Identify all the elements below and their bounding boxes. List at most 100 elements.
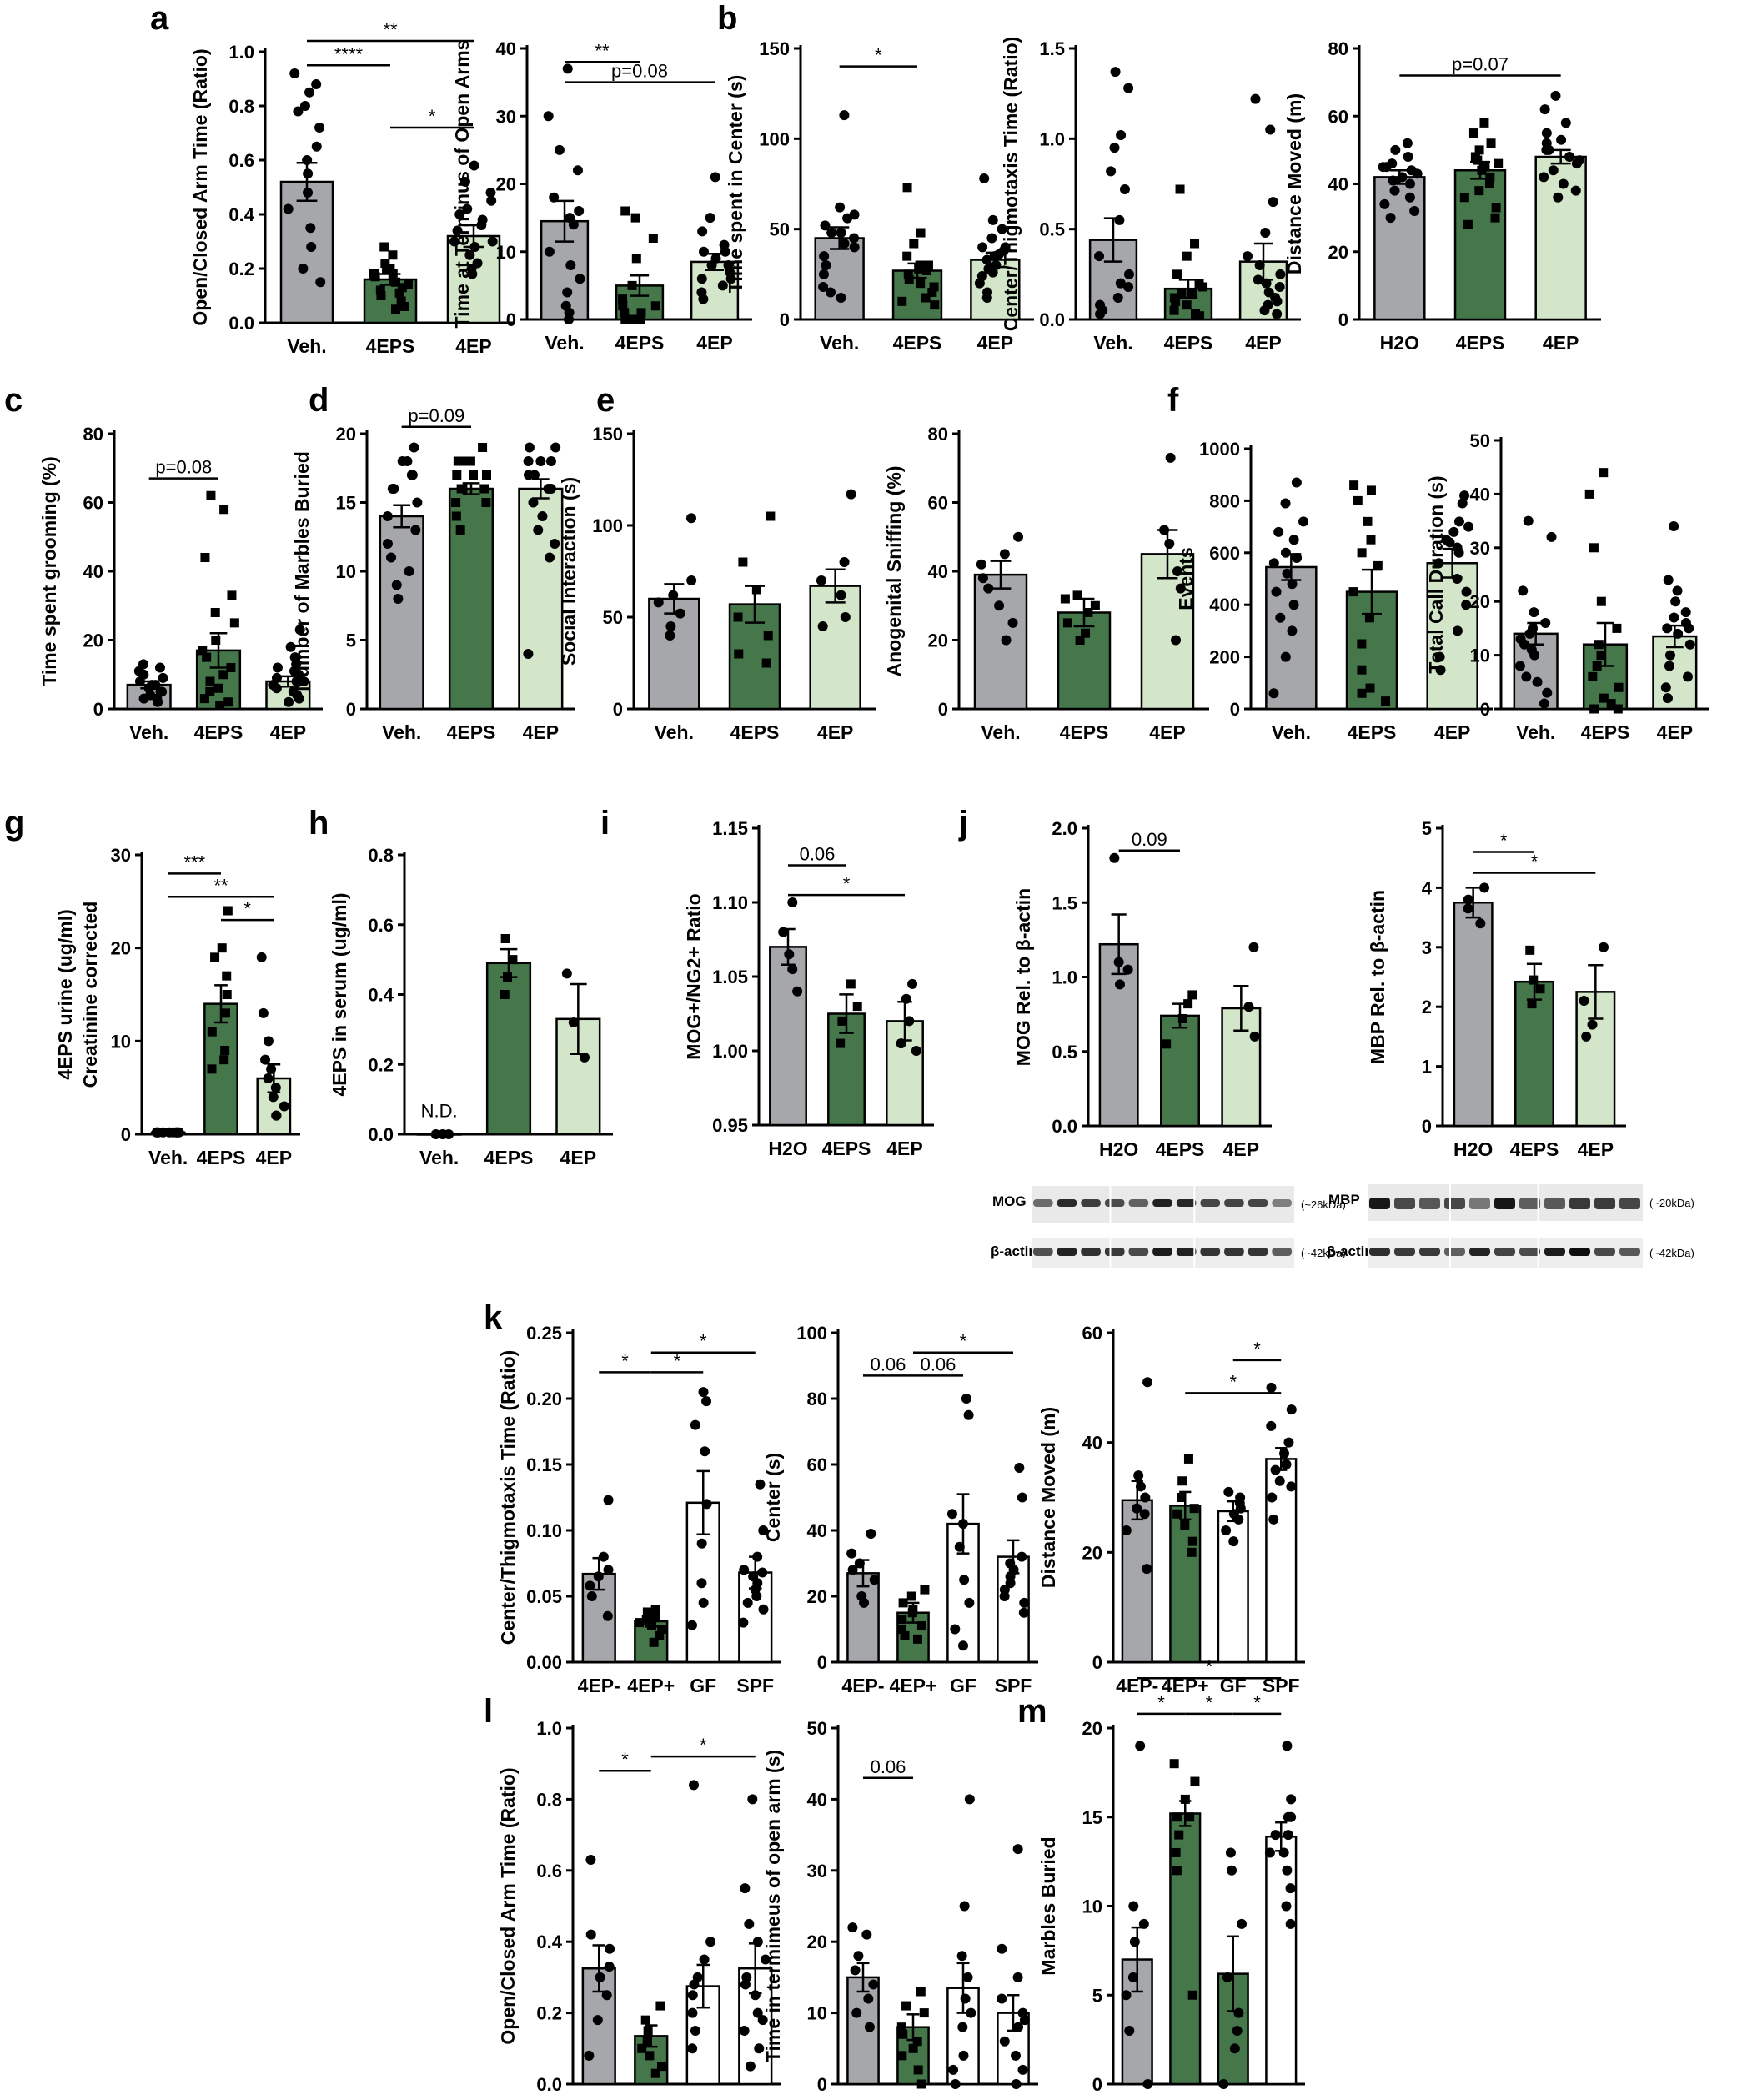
data-point: [202, 652, 212, 662]
bar-4EP-: [581, 1967, 616, 2086]
significance-label: *: [429, 106, 436, 127]
data-point: [1175, 583, 1186, 594]
chart-b2: 0.0 0.5 1.0 1.5 Center/Thigmotaxis Time (Rat…: [1000, 37, 1301, 354]
data-point: [1187, 1547, 1197, 1557]
data-point: [854, 1558, 865, 1569]
data-point: [744, 1918, 755, 1929]
x-tick-label: 4EP: [1657, 721, 1693, 743]
data-point: [1222, 1972, 1232, 1982]
data-point: [745, 2061, 756, 2072]
data-point: [964, 1794, 975, 1805]
data-point: [760, 1954, 771, 1965]
panel-letter-f: f: [1167, 382, 1179, 419]
data-point: [620, 308, 630, 318]
data-point: [1185, 1812, 1195, 1822]
data-point: [604, 1962, 615, 1972]
data-point: [687, 2043, 698, 2054]
data-point: [1279, 1448, 1290, 1459]
x-tick-label: 4EP-: [841, 1675, 884, 1696]
blot-band: [1272, 1199, 1292, 1207]
y-tick-label: 2.0: [1052, 818, 1077, 839]
x-tick-label: H2O: [768, 1138, 807, 1159]
blot-band: [1469, 1198, 1490, 1209]
data-point: [1556, 134, 1567, 145]
y-tick-label: 1.5: [1052, 892, 1077, 913]
data-point: [1457, 498, 1468, 509]
data-point: [987, 214, 998, 225]
data-point: [391, 580, 402, 590]
y-tick-label: 400: [1209, 595, 1240, 615]
data-point: [388, 250, 398, 260]
data-point: [1596, 596, 1606, 606]
data-point: [456, 484, 466, 494]
panel-letter-a: a: [150, 0, 169, 37]
data-point: [902, 183, 912, 193]
data-point: [717, 280, 728, 291]
data-point: [698, 1387, 709, 1398]
data-point: [430, 1129, 441, 1139]
data-point: [1527, 999, 1537, 1009]
data-point: [1539, 172, 1549, 183]
data-point: [896, 2022, 906, 2032]
data-point: [1684, 639, 1695, 650]
significance-label: p=0.07: [1452, 54, 1509, 75]
data-point: [1177, 1013, 1187, 1023]
data-point: [1268, 558, 1279, 569]
y-tick-label: 20: [496, 174, 516, 195]
data-point: [1259, 305, 1270, 316]
data-point: [1280, 547, 1291, 558]
data-point: [1588, 671, 1598, 681]
data-point: [404, 566, 414, 576]
bar-4EPS: [1160, 1014, 1200, 1128]
blot-band: [1494, 1198, 1515, 1209]
y-tick-label: 0.0: [228, 313, 254, 334]
data-point: [710, 172, 720, 183]
data-point: [221, 1008, 231, 1018]
blot-band: [1619, 1198, 1640, 1209]
data-point: [921, 266, 931, 275]
data-point: [1265, 124, 1276, 135]
data-point: [706, 260, 717, 270]
data-point: [1291, 477, 1302, 488]
blot-band: [1419, 1198, 1440, 1209]
y-tick-label: 40: [807, 1789, 827, 1810]
data-point: [1409, 206, 1420, 216]
x-tick-label: 4EP: [696, 332, 732, 354]
y-tick-label: 10: [807, 2003, 827, 2024]
x-tick-label: H2O: [1099, 1138, 1138, 1160]
data-point: [1434, 651, 1445, 662]
data-point: [481, 470, 491, 480]
y-axis-label: Anogenital Sniffing (%): [883, 466, 905, 677]
data-point: [1090, 600, 1100, 610]
x-tick-label: 4EPS: [1156, 1138, 1205, 1160]
chart-k1: 0.00 0.05 0.10 0.15 0.20 0.25 Center/Thigmotax…: [497, 1323, 781, 1696]
data-point: [311, 79, 322, 89]
data-point: [1286, 1404, 1297, 1415]
data-point: [1169, 305, 1179, 315]
y-axis-label: Social Interaction (s): [558, 477, 580, 666]
data-point: [462, 203, 473, 214]
data-point: [1266, 1382, 1277, 1393]
data-point: [1479, 118, 1489, 128]
data-point: [304, 87, 314, 98]
data-point: [1353, 495, 1363, 505]
blot-band: [1248, 1248, 1268, 1256]
data-point: [1542, 687, 1553, 698]
data-point: [685, 513, 696, 524]
data-point: [864, 2022, 875, 2032]
data-point: [997, 1993, 1007, 2004]
y-axis-label: Time in termimeus of open arm (s): [762, 1750, 784, 2062]
x-tick-label: Veh.: [545, 332, 584, 354]
x-tick-label: 4EP+: [1162, 2097, 1209, 2100]
y-tick-label: 60: [928, 493, 948, 514]
data-point: [449, 236, 459, 247]
data-point: [839, 110, 850, 121]
blot-band: [1469, 1248, 1490, 1256]
chart-l2: 0 10 20 30 40 50 Time in termimeus of open arm…: [762, 1718, 1038, 2100]
y-tick-label: 1.0: [228, 42, 254, 63]
data-point: [1233, 1514, 1244, 1525]
data-point: [837, 1016, 847, 1026]
data-point: [1221, 1525, 1232, 1535]
significance-label: 0.06: [871, 1756, 906, 1777]
